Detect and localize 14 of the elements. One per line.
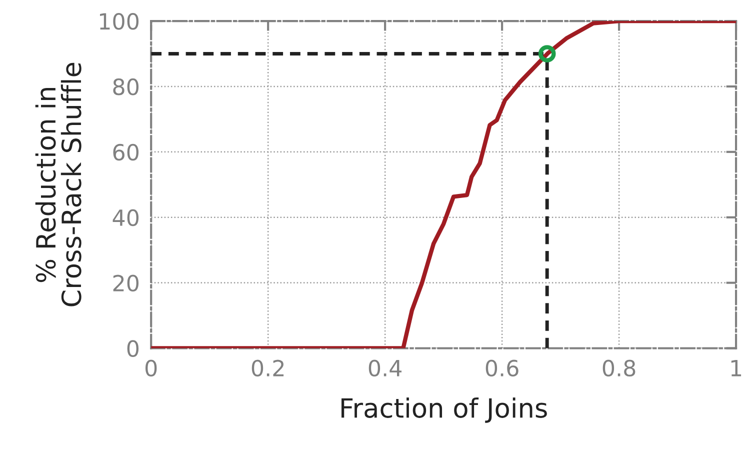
- y-axis-title: % Reduction in Cross-Rack Shuffle: [35, 62, 82, 306]
- x-tick-label: 1: [731, 360, 742, 376]
- y-tick-label: 0: [127, 340, 139, 357]
- x-tick-label: 0.8: [602, 360, 636, 377]
- x-axis-title: Fraction of Joins: [342, 398, 547, 423]
- x-tick-label: 0.4: [368, 360, 402, 377]
- x-tick-label: 0.2: [252, 360, 284, 377]
- y-tick-label: 100: [100, 12, 139, 30]
- y-tick-label: 20: [113, 274, 139, 292]
- y-tick-label: 40: [112, 209, 139, 226]
- y-tick-label: 60: [113, 144, 139, 161]
- y-tick-label: 80: [113, 78, 139, 96]
- x-tick-label: 0: [145, 360, 157, 377]
- x-tick-label: 0.6: [486, 360, 518, 377]
